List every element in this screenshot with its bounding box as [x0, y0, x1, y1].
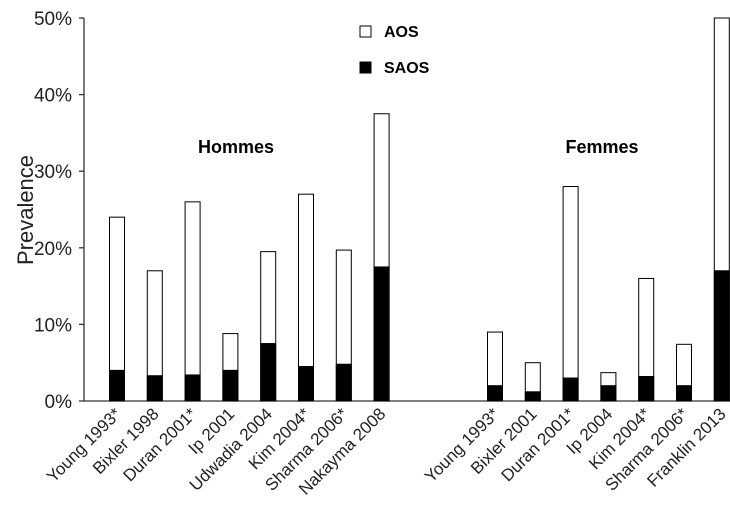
y-tick-label: 30% — [34, 162, 72, 183]
legend: AOS SAOS — [359, 24, 430, 77]
bar-saos — [109, 369, 125, 402]
legend-swatch-saos — [359, 61, 372, 74]
bar-saos — [562, 377, 579, 402]
bar-saos — [487, 385, 503, 402]
bar-saos — [260, 343, 277, 402]
bar-saos — [184, 374, 201, 402]
y-tick-label: 10% — [34, 315, 72, 336]
group-label-femmes: Femmes — [565, 137, 638, 157]
bar-saos — [676, 385, 692, 402]
bars — [109, 17, 730, 402]
y-tick-label: 40% — [34, 86, 72, 107]
y-axis-ticks: 0% 10% 20% 30% 40% 50% — [34, 9, 84, 413]
bar-aos — [562, 186, 579, 402]
legend-label-saos: SAOS — [384, 60, 430, 77]
y-tick-label: 20% — [34, 239, 72, 260]
group-label-hommes: Hommes — [198, 137, 274, 157]
y-tick-label: 50% — [34, 9, 72, 30]
bar-saos — [298, 366, 314, 402]
bar-saos — [713, 270, 730, 402]
bar-saos — [373, 266, 390, 402]
bar-saos — [222, 369, 239, 402]
bar-saos — [146, 375, 163, 402]
y-axis-label: Prevalence — [13, 155, 38, 265]
bar-saos — [638, 375, 655, 402]
bar-saos — [524, 391, 541, 402]
bar-saos — [335, 363, 352, 402]
legend-label-aos: AOS — [384, 24, 419, 41]
legend-swatch-aos — [359, 25, 372, 38]
bar-aos — [184, 201, 201, 402]
bar-saos — [600, 385, 617, 402]
y-tick-label: 0% — [45, 392, 73, 413]
